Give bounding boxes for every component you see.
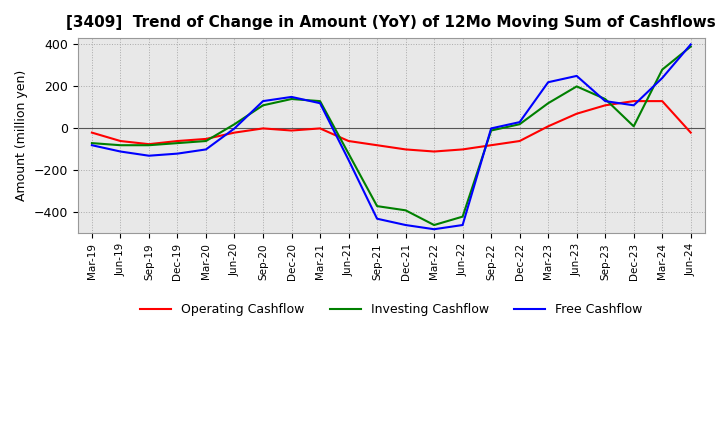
Free Cashflow <box>544 80 552 85</box>
Free Cashflow <box>287 94 296 99</box>
Free Cashflow <box>88 143 96 148</box>
Investing Cashflow <box>601 96 610 102</box>
Investing Cashflow <box>373 203 382 209</box>
Operating Cashflow <box>258 126 267 131</box>
Free Cashflow <box>373 216 382 221</box>
Free Cashflow <box>430 227 438 232</box>
Operating Cashflow <box>516 138 524 143</box>
Free Cashflow <box>173 151 181 156</box>
Operating Cashflow <box>202 136 210 142</box>
Investing Cashflow <box>658 67 667 72</box>
Free Cashflow <box>516 120 524 125</box>
Operating Cashflow <box>658 99 667 104</box>
Investing Cashflow <box>572 84 581 89</box>
Operating Cashflow <box>629 99 638 104</box>
Investing Cashflow <box>516 121 524 127</box>
Investing Cashflow <box>430 222 438 227</box>
Free Cashflow <box>344 157 353 162</box>
Free Cashflow <box>116 149 125 154</box>
Line: Operating Cashflow: Operating Cashflow <box>92 101 690 151</box>
Line: Free Cashflow: Free Cashflow <box>92 44 690 229</box>
Free Cashflow <box>629 103 638 108</box>
Operating Cashflow <box>344 138 353 143</box>
Investing Cashflow <box>315 99 324 104</box>
Investing Cashflow <box>686 44 695 49</box>
Free Cashflow <box>258 99 267 104</box>
Investing Cashflow <box>230 121 239 127</box>
Operating Cashflow <box>145 142 153 147</box>
Operating Cashflow <box>430 149 438 154</box>
Investing Cashflow <box>487 128 495 133</box>
Investing Cashflow <box>401 208 410 213</box>
Operating Cashflow <box>544 124 552 129</box>
Operating Cashflow <box>401 147 410 152</box>
Investing Cashflow <box>145 143 153 148</box>
Investing Cashflow <box>629 124 638 129</box>
Line: Investing Cashflow: Investing Cashflow <box>92 47 690 225</box>
Operating Cashflow <box>601 103 610 108</box>
Free Cashflow <box>487 126 495 131</box>
Free Cashflow <box>572 73 581 79</box>
Operating Cashflow <box>88 130 96 135</box>
Operating Cashflow <box>230 130 239 135</box>
Investing Cashflow <box>459 214 467 219</box>
Free Cashflow <box>401 222 410 227</box>
Operating Cashflow <box>459 147 467 152</box>
Operating Cashflow <box>572 111 581 116</box>
Free Cashflow <box>658 75 667 81</box>
Investing Cashflow <box>116 143 125 148</box>
Free Cashflow <box>459 222 467 227</box>
Free Cashflow <box>686 42 695 47</box>
Operating Cashflow <box>287 128 296 133</box>
Investing Cashflow <box>544 101 552 106</box>
Investing Cashflow <box>202 138 210 143</box>
Operating Cashflow <box>315 126 324 131</box>
Operating Cashflow <box>173 138 181 143</box>
Investing Cashflow <box>287 96 296 102</box>
Investing Cashflow <box>344 151 353 156</box>
Operating Cashflow <box>686 130 695 135</box>
Investing Cashflow <box>173 140 181 146</box>
Free Cashflow <box>202 147 210 152</box>
Free Cashflow <box>145 153 153 158</box>
Free Cashflow <box>601 99 610 104</box>
Operating Cashflow <box>373 143 382 148</box>
Y-axis label: Amount (million yen): Amount (million yen) <box>15 70 28 202</box>
Free Cashflow <box>315 101 324 106</box>
Title: [3409]  Trend of Change in Amount (YoY) of 12Mo Moving Sum of Cashflows: [3409] Trend of Change in Amount (YoY) o… <box>66 15 716 30</box>
Investing Cashflow <box>258 103 267 108</box>
Free Cashflow <box>230 126 239 131</box>
Operating Cashflow <box>116 138 125 143</box>
Operating Cashflow <box>487 143 495 148</box>
Investing Cashflow <box>88 140 96 146</box>
Legend: Operating Cashflow, Investing Cashflow, Free Cashflow: Operating Cashflow, Investing Cashflow, … <box>135 298 647 321</box>
